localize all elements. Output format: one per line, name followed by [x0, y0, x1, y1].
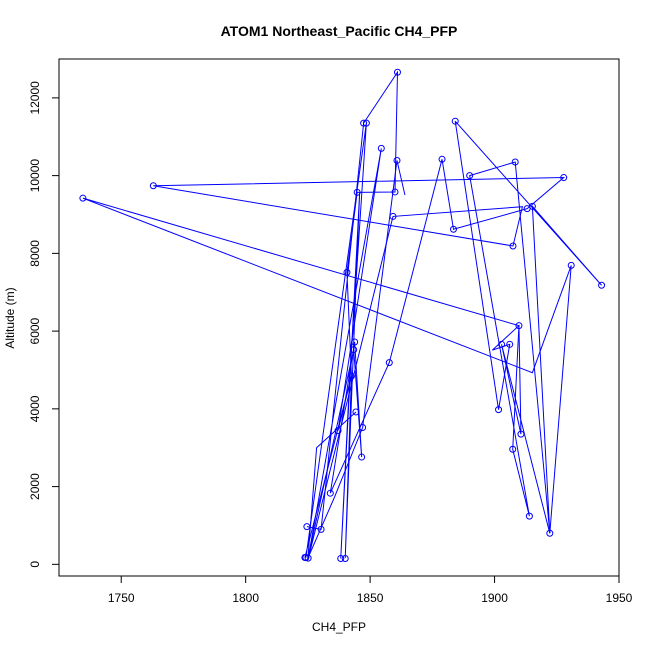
y-axis: 0 2000 4000 6000 8000 10000 12000: [28, 81, 59, 568]
series-line: [307, 160, 406, 559]
data-point: [326, 489, 334, 497]
data-point: [391, 188, 399, 196]
data-point: [495, 406, 503, 414]
y-tick-label: 0: [28, 561, 42, 568]
series-line: [82, 197, 572, 534]
data-point: [515, 322, 523, 330]
data-point: [506, 340, 514, 348]
data-point: [509, 242, 517, 250]
data-point: [393, 68, 401, 76]
x-tick-label: 1750: [108, 591, 135, 605]
series-points: [79, 68, 606, 563]
y-tick-label: 8000: [28, 240, 42, 267]
data-point: [498, 340, 506, 348]
data-point: [598, 281, 606, 289]
data-point: [350, 346, 358, 354]
data-point: [509, 445, 517, 453]
data-point: [362, 119, 370, 127]
data-point: [546, 529, 554, 537]
data-point: [449, 225, 457, 233]
data-point: [347, 372, 355, 380]
data-point: [334, 427, 342, 435]
data-point: [393, 156, 401, 164]
y-tick-label: 12000: [28, 81, 42, 115]
data-point: [351, 338, 359, 346]
data-point: [358, 453, 366, 461]
data-point: [451, 117, 459, 125]
x-tick-label: 1950: [606, 591, 633, 605]
series-line: [304, 123, 367, 559]
data-point: [360, 119, 368, 127]
series-line: [153, 159, 566, 559]
data-point: [301, 554, 309, 562]
y-tick-label: 4000: [28, 395, 42, 422]
data-point: [466, 172, 474, 180]
series-lines: [82, 70, 602, 559]
data-point: [303, 523, 311, 531]
data-point: [389, 212, 397, 220]
data-point: [567, 261, 575, 269]
data-point: [341, 555, 349, 563]
data-point: [359, 424, 367, 432]
y-tick-label: 6000: [28, 317, 42, 344]
y-tick-label: 10000: [28, 159, 42, 193]
data-point: [353, 188, 361, 196]
data-point: [79, 194, 87, 202]
data-point: [511, 158, 519, 166]
data-point: [149, 182, 157, 190]
data-point: [317, 525, 325, 533]
data-point: [337, 555, 345, 563]
data-point: [377, 144, 385, 152]
y-tick-label: 2000: [28, 473, 42, 500]
series-line: [454, 120, 602, 534]
x-tick-label: 1800: [232, 591, 259, 605]
chart-title: ATOM1 Northeast_Pacific CH4_PFP: [221, 23, 458, 39]
data-point: [560, 174, 568, 182]
plot-frame: [58, 58, 620, 577]
x-axis-label: CH4_PFP: [312, 620, 366, 634]
data-point: [352, 408, 360, 416]
data-point: [525, 512, 533, 520]
x-tick-label: 1850: [357, 591, 384, 605]
data-point: [517, 430, 525, 438]
data-point: [343, 268, 351, 276]
data-point: [528, 202, 536, 210]
y-axis-label: Altitude (m): [3, 287, 17, 348]
data-point: [385, 359, 393, 367]
x-axis: 1750 1800 1850 1900 1950: [108, 576, 633, 605]
x-tick-label: 1900: [481, 591, 508, 605]
data-point: [438, 155, 446, 163]
